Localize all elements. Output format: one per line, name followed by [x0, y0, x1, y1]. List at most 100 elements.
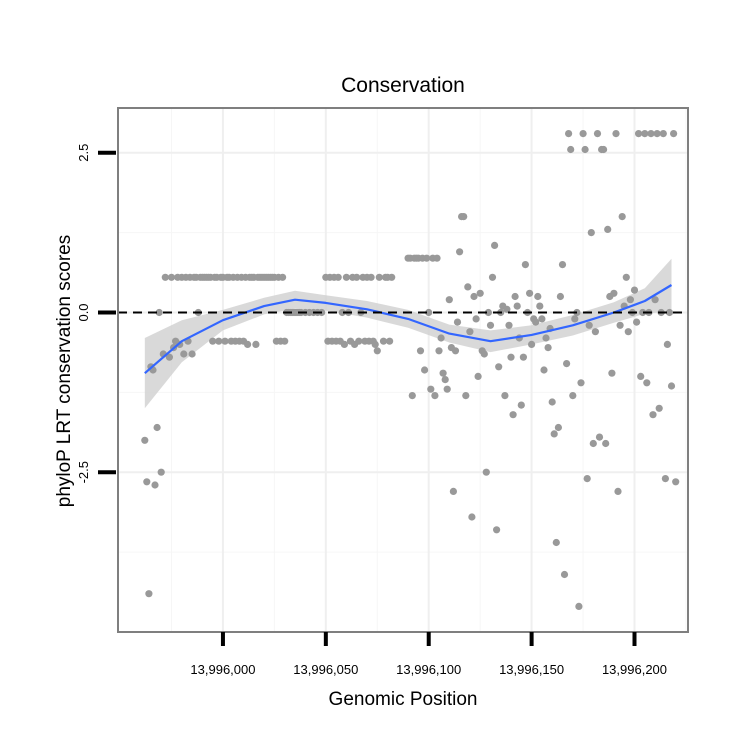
data-point	[587, 229, 595, 237]
data-point	[624, 328, 632, 336]
data-point	[670, 130, 678, 138]
data-point	[532, 318, 540, 326]
data-point	[157, 468, 165, 476]
data-point	[480, 350, 488, 358]
data-point	[495, 363, 503, 371]
data-point	[581, 145, 589, 154]
data-point	[536, 302, 544, 310]
data-point	[507, 353, 515, 361]
data-point	[460, 213, 468, 221]
data-point	[511, 292, 519, 301]
data-point	[659, 130, 667, 138]
data-point	[433, 254, 441, 262]
data-point	[655, 404, 663, 412]
data-point	[388, 273, 396, 281]
data-point	[544, 344, 552, 352]
data-point	[340, 340, 348, 348]
data-point	[155, 308, 163, 317]
data-point	[550, 430, 558, 438]
data-point	[503, 305, 511, 313]
data-point	[633, 318, 641, 326]
data-point	[618, 213, 626, 221]
data-point	[209, 337, 217, 345]
data-point	[474, 372, 482, 380]
data-point	[153, 423, 161, 432]
y-tick-label: -2.5	[76, 461, 91, 483]
data-point	[145, 590, 153, 598]
data-point	[141, 436, 149, 444]
data-point	[151, 481, 159, 489]
data-point	[338, 308, 346, 317]
data-point	[528, 340, 536, 348]
data-point	[505, 321, 513, 329]
data-point	[575, 602, 583, 611]
x-tick-label: 13,996,000	[190, 662, 255, 677]
data-point	[577, 379, 585, 387]
data-point	[571, 315, 579, 323]
confidence-band-area	[144, 258, 672, 409]
data-point	[558, 261, 567, 269]
data-point	[215, 337, 223, 345]
data-point	[672, 478, 680, 486]
data-point	[517, 401, 525, 409]
data-point	[445, 296, 453, 304]
data-point	[427, 385, 435, 393]
data-point	[453, 318, 462, 326]
grid-lines	[118, 108, 688, 632]
data-point	[548, 398, 556, 406]
data-point	[342, 273, 350, 281]
data-point	[334, 273, 342, 281]
data-point	[604, 225, 612, 233]
data-point	[639, 308, 647, 317]
data-point	[456, 248, 464, 256]
data-point	[161, 273, 169, 281]
data-point	[501, 392, 509, 400]
data-point	[421, 366, 429, 374]
data-point	[647, 130, 655, 138]
data-point	[653, 130, 661, 138]
data-point	[589, 439, 597, 448]
smooth-line	[144, 284, 673, 375]
data-point	[526, 289, 534, 297]
x-axis-label: Genomic Position	[329, 689, 478, 710]
data-point	[373, 347, 381, 355]
data-point	[509, 411, 517, 419]
y-tick-label: 2.5	[76, 144, 91, 162]
data-point	[165, 353, 173, 361]
data-point	[180, 350, 188, 358]
data-point	[643, 379, 651, 387]
confidence-band	[144, 258, 672, 409]
data-point	[466, 328, 474, 336]
data-point	[371, 340, 379, 348]
data-point	[439, 369, 447, 377]
data-point	[472, 315, 480, 323]
data-point	[554, 423, 563, 432]
data-point	[462, 392, 470, 400]
y-axis-label: phyloP LRT conservation scores	[54, 235, 75, 508]
y-axis-ticks: -2.5 0.0 2.5	[76, 144, 116, 483]
data-point	[416, 347, 425, 355]
data-point	[595, 433, 604, 441]
data-point	[423, 254, 431, 262]
data-point	[641, 130, 649, 138]
data-point	[367, 273, 375, 281]
data-point	[567, 145, 575, 154]
data-point	[482, 468, 490, 476]
data-point	[167, 273, 176, 281]
x-tick-label: 13,996,200	[602, 662, 667, 677]
data-point	[552, 538, 560, 547]
data-point	[626, 296, 635, 304]
data-point	[560, 570, 569, 579]
data-point	[579, 130, 587, 138]
data-point	[379, 337, 388, 345]
data-point	[563, 360, 571, 368]
smooth-curve	[144, 284, 673, 375]
data-point	[600, 145, 608, 154]
data-point	[408, 392, 416, 400]
data-point	[437, 334, 445, 342]
data-point	[667, 382, 676, 390]
data-point	[386, 337, 394, 345]
data-point	[281, 337, 289, 345]
data-point	[279, 273, 287, 281]
